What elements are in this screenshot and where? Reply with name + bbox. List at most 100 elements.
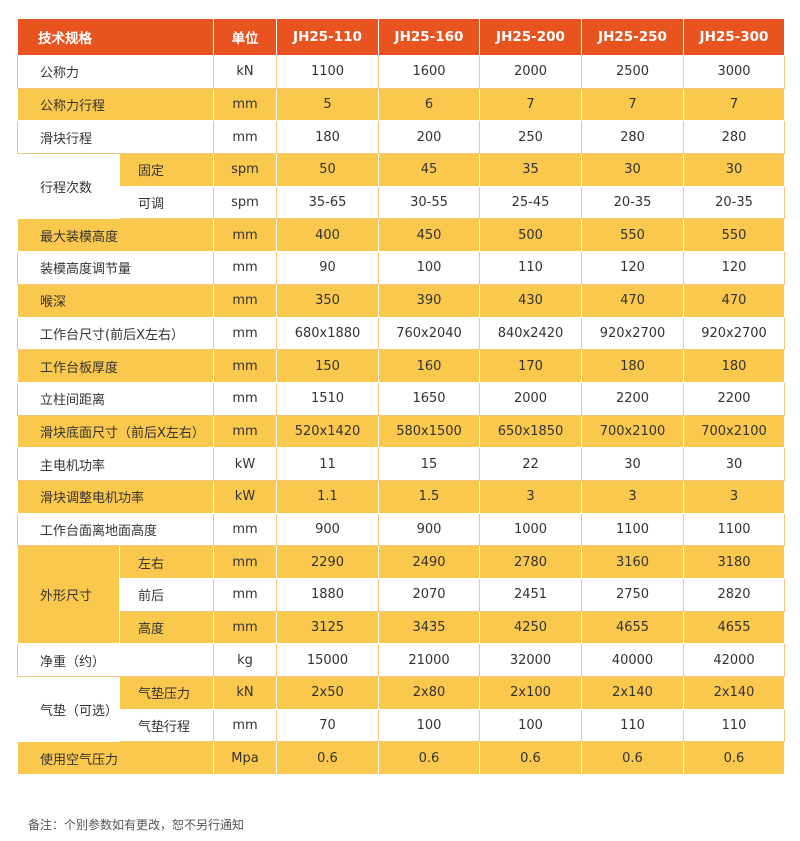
row-unit: kN	[213, 676, 277, 710]
table-row: 滑块调整电机功率 kW 1.1 1.5 3 3 3	[17, 479, 785, 514]
table-row: 行程次数 固定 spm 50 45 35 30 30	[17, 153, 785, 220]
value-cell: 2000	[479, 381, 582, 416]
row-unit: kW	[213, 479, 277, 514]
row-label: 滑块调整电机功率	[17, 479, 214, 514]
value-cell: 200	[378, 120, 480, 155]
value-cell: 2x50	[276, 676, 379, 710]
row-unit: mm	[213, 283, 277, 318]
table-row: 外形尺寸 左右 mm 2290 2490 2780 3160 3180	[17, 545, 785, 645]
table-row: 工作台尺寸(前后X左右） mm 680x1880 760x2040 840x2420 92…	[17, 316, 785, 351]
value-cell: 2x100	[479, 676, 582, 710]
value-cell: 1650	[378, 381, 480, 416]
row-unit: kg	[213, 643, 277, 678]
value-cell: 1000	[479, 512, 582, 547]
value-cell: 760x2040	[378, 316, 480, 351]
row-label: 滑块底面尺寸（前后X左右）	[17, 414, 214, 449]
row-unit: mm	[213, 120, 277, 155]
value-cell: 0.6	[683, 741, 785, 776]
value-cell: 1.5	[378, 479, 480, 514]
header-model: JH25-300	[683, 18, 785, 56]
row-unit: Mpa	[213, 741, 277, 776]
group-label: 外形尺寸	[17, 545, 120, 645]
value-cell: 400	[276, 218, 379, 253]
row-unit: mm	[213, 316, 277, 351]
value-cell: 100	[378, 251, 480, 285]
value-cell: 70	[276, 708, 379, 743]
header-model: JH25-250	[581, 18, 684, 56]
value-cell: 120	[683, 251, 785, 285]
value-cell: 2x140	[683, 676, 785, 710]
header-model: JH25-110	[276, 18, 379, 56]
table-row: 公称力 kN 1100 1600 2000 2500 3000	[17, 55, 785, 89]
value-cell: 700x2100	[683, 414, 785, 449]
row-unit: mm	[213, 578, 277, 612]
value-cell: 2000	[479, 55, 582, 89]
value-cell: 3	[683, 479, 785, 514]
value-cell: 7	[479, 87, 582, 122]
value-cell: 2780	[479, 545, 582, 579]
value-cell: 2x80	[378, 676, 480, 710]
value-cell: 840x2420	[479, 316, 582, 351]
table-row: 喉深 mm 350 390 430 470 470	[17, 283, 785, 318]
value-cell: 15000	[276, 643, 379, 678]
table-row: 气垫行程 mm 70 100 100 110 110	[18, 708, 785, 743]
value-cell: 3	[581, 479, 684, 514]
row-unit: spm	[213, 185, 277, 220]
header-model: JH25-200	[479, 18, 582, 56]
value-cell: 470	[683, 283, 785, 318]
value-cell: 1100	[683, 512, 785, 547]
value-cell: 680x1880	[276, 316, 379, 351]
value-cell: 30-55	[378, 185, 480, 220]
value-cell: 22	[479, 447, 582, 481]
value-cell: 35-65	[276, 185, 379, 220]
footnote: 备注：个别参数如有更改，恕不另行通知	[28, 818, 245, 832]
header-spec: 技术规格	[17, 18, 214, 56]
value-cell: 2x140	[581, 676, 684, 710]
table-header: 技术规格 单位 JH25-110 JH25-160 JH25-200 JH25-…	[17, 18, 785, 56]
row-unit: mm	[213, 708, 277, 743]
value-cell: 15	[378, 447, 480, 481]
value-cell: 180	[683, 349, 785, 383]
table-row: 气垫（可选） 气垫压力 kN 2x50 2x80 2x100 2x140 2x140	[17, 676, 785, 743]
value-cell: 2200	[683, 381, 785, 416]
value-cell: 4250	[479, 610, 582, 645]
value-cell: 4655	[581, 610, 684, 645]
table-row: 公称力行程 mm 5 6 7 7 7	[17, 87, 785, 122]
value-cell: 550	[581, 218, 684, 253]
value-cell: 550	[683, 218, 785, 253]
value-cell: 180	[581, 349, 684, 383]
value-cell: 40000	[581, 643, 684, 678]
value-cell: 20-35	[683, 185, 785, 220]
row-unit: mm	[213, 512, 277, 547]
row-unit: mm	[213, 545, 277, 579]
value-cell: 0.6	[479, 741, 582, 776]
value-cell: 2070	[378, 578, 480, 612]
value-cell: 3125	[276, 610, 379, 645]
table-row: 主电机功率 kW 11 15 22 30 30	[17, 447, 785, 481]
row-label: 工作台尺寸(前后X左右）	[17, 316, 214, 351]
value-cell: 2820	[683, 578, 785, 612]
value-cell: 920x2700	[683, 316, 785, 351]
row-unit: mm	[213, 349, 277, 383]
table-row: 立柱间距离 mm 1510 1650 2000 2200 2200	[17, 381, 785, 416]
value-cell: 150	[276, 349, 379, 383]
value-cell: 42000	[683, 643, 785, 678]
value-cell: 30	[581, 447, 684, 481]
row-unit: kN	[213, 55, 277, 89]
value-cell: 110	[683, 708, 785, 743]
value-cell: 280	[683, 120, 785, 155]
row-label: 前后	[119, 578, 214, 612]
value-cell: 1880	[276, 578, 379, 612]
row-label: 可调	[119, 185, 214, 220]
table-row: 净重（约） kg 15000 21000 32000 40000 42000	[17, 643, 785, 678]
row-label: 滑块行程	[17, 120, 214, 155]
value-cell: 900	[276, 512, 379, 547]
row-unit: kW	[213, 447, 277, 481]
value-cell: 1510	[276, 381, 379, 416]
value-cell: 20-35	[581, 185, 684, 220]
value-cell: 350	[276, 283, 379, 318]
value-cell: 11	[276, 447, 379, 481]
value-cell: 2500	[581, 55, 684, 89]
group-label: 气垫（可选）	[17, 676, 120, 743]
